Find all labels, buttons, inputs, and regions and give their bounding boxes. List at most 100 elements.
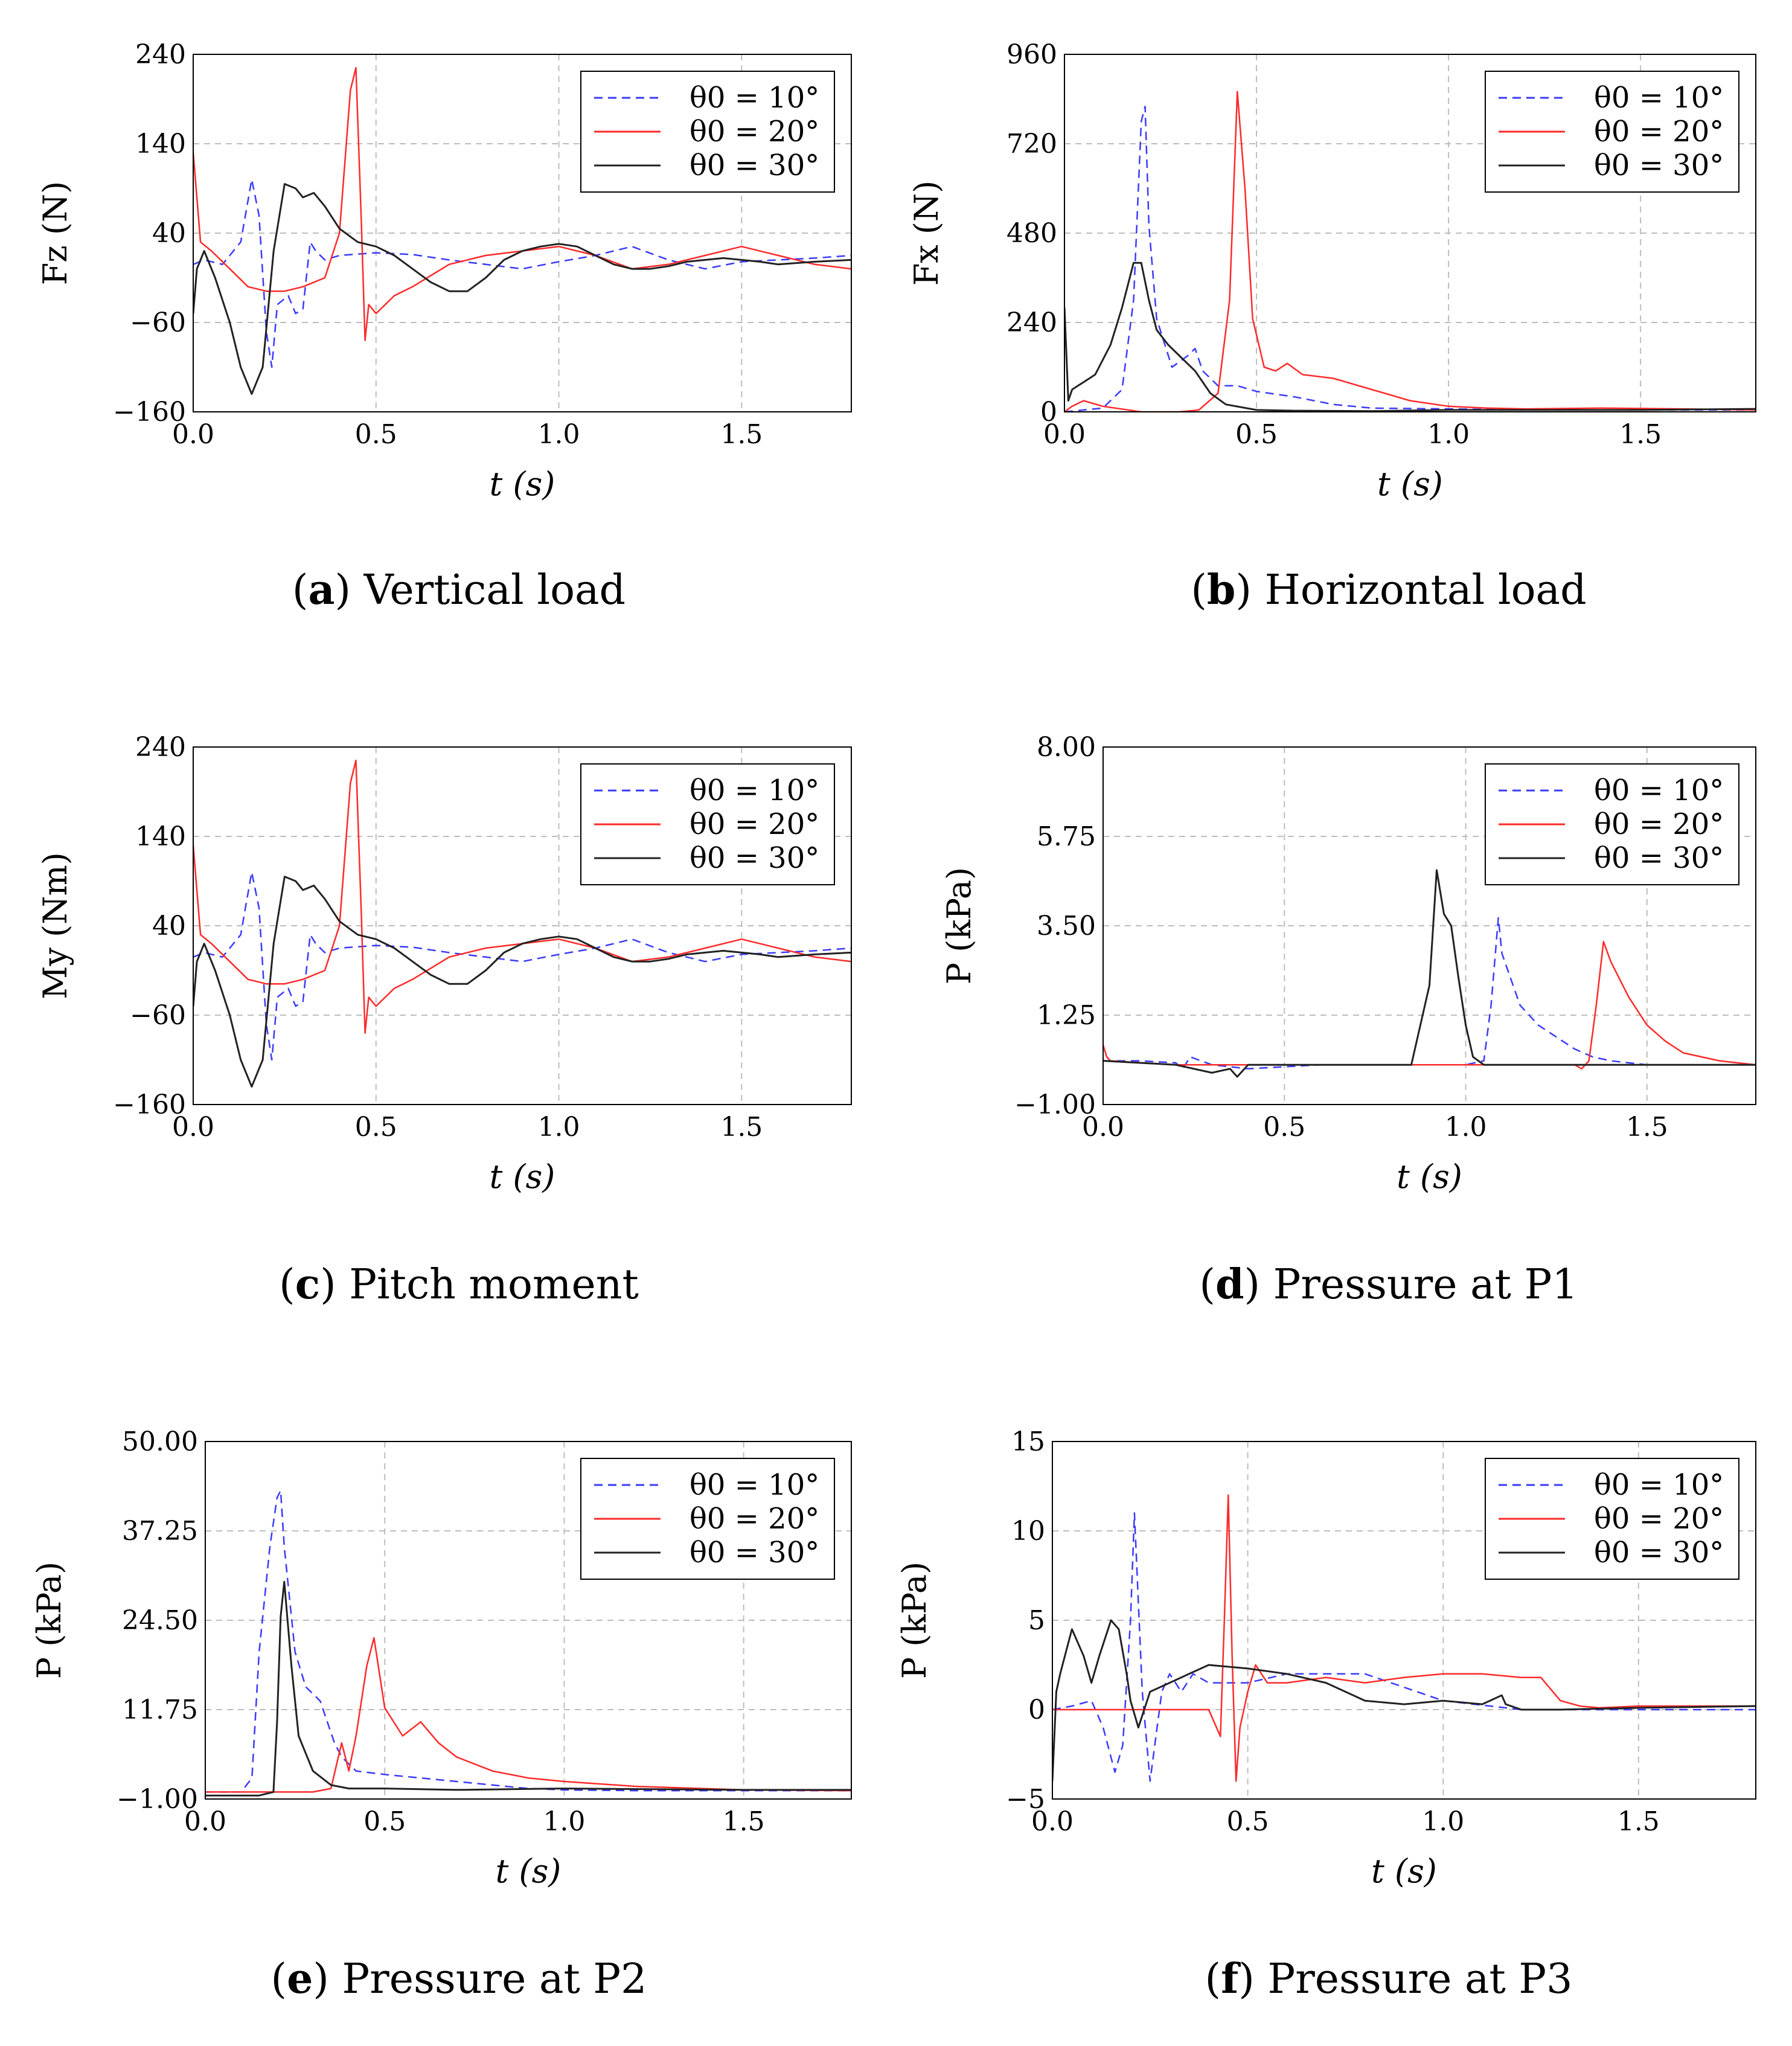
y-axis-label: P (kPa) xyxy=(940,867,978,984)
y-tick-label: 40 xyxy=(152,218,186,249)
plot-frame xyxy=(1064,54,1756,412)
caption-paren: ( xyxy=(1199,1261,1215,1309)
legend-label-theta20: θ0 = 20° xyxy=(690,1502,819,1536)
y-tick-label: 15 xyxy=(1011,1426,1045,1457)
y-tick-label: −1.00 xyxy=(117,1784,198,1815)
legend: θ0 = 10°θ0 = 20°θ0 = 30° xyxy=(1485,1458,1739,1580)
y-tick-label: 5 xyxy=(1028,1605,1045,1636)
y-tick-label: 1.25 xyxy=(1037,1000,1096,1031)
y-tick-label: 11.75 xyxy=(122,1695,198,1725)
panel-caption: (b) Horizontal load xyxy=(1191,566,1586,614)
caption-paren: ( xyxy=(1205,1955,1221,2003)
x-tick-label: 1.5 xyxy=(720,419,763,450)
plot-frame xyxy=(205,1441,852,1800)
y-tick-label: 0 xyxy=(1028,1695,1045,1725)
x-tick-label: 1.0 xyxy=(538,1112,580,1143)
x-axis-label: t (s) xyxy=(1397,1158,1462,1196)
y-tick-label: 5.75 xyxy=(1037,821,1096,852)
series-line-theta10 xyxy=(193,871,851,1061)
caption-text: ) Pressure at P2 xyxy=(313,1955,647,2003)
y-tick-label: −60 xyxy=(130,307,186,338)
legend-label-theta20: θ0 = 20° xyxy=(1594,807,1724,841)
caption-letter: b xyxy=(1207,566,1236,614)
x-axis-label: t (s) xyxy=(490,1158,555,1196)
y-tick-label: 240 xyxy=(1006,307,1057,338)
series-line-theta20 xyxy=(1064,91,1756,412)
caption-letter: d xyxy=(1215,1260,1244,1309)
legend-label-theta10: θ0 = 10° xyxy=(690,1468,819,1502)
x-tick-label: 0.0 xyxy=(1082,1112,1124,1143)
legend-label-theta10: θ0 = 10° xyxy=(1594,1468,1724,1502)
caption-paren: ( xyxy=(279,1261,295,1309)
x-tick-label: 0.5 xyxy=(355,1112,397,1143)
x-tick-label: 0.5 xyxy=(1263,1112,1305,1143)
series-line-theta30 xyxy=(1052,1619,1756,1781)
legend-label-theta30: θ0 = 30° xyxy=(690,841,819,875)
y-tick-label: −160 xyxy=(113,397,186,428)
x-tick-label: 1.0 xyxy=(1445,1112,1487,1143)
plot-frame xyxy=(1102,746,1756,1105)
legend-label-theta10: θ0 = 10° xyxy=(1594,774,1724,807)
y-tick-label: 0 xyxy=(1040,397,1057,428)
legend: θ0 = 10°θ0 = 20°θ0 = 30° xyxy=(580,1458,835,1580)
legend-label-theta30: θ0 = 30° xyxy=(690,1536,819,1570)
caption-letter: a xyxy=(308,566,334,614)
series-line-theta30 xyxy=(193,183,851,395)
panel-caption: (c) Pitch moment xyxy=(279,1260,639,1309)
chart-e: 50.00 37.25 24.50 11.75 −1.000.0 0.5 1.0 1.5 θ0 … xyxy=(30,1426,852,2003)
y-tick-label: 240 xyxy=(135,732,186,763)
chart-f: 15 10 5 0 −50.0 0.5 1.0 1.5 θ0 = 10°θ0 = 20°θ0 =… xyxy=(895,1426,1756,2003)
legend-label-theta30: θ0 = 30° xyxy=(1594,1536,1724,1570)
y-tick-label: −60 xyxy=(130,1000,186,1031)
series-line-theta10 xyxy=(1103,917,1756,1070)
y-tick-label: −5 xyxy=(1006,1784,1045,1815)
caption-text: ) Pressure at P3 xyxy=(1238,1955,1572,2003)
y-axis-label: Fx (N) xyxy=(907,181,946,286)
legend: θ0 = 10°θ0 = 20°θ0 = 30° xyxy=(1485,71,1739,193)
series-line-theta10 xyxy=(1052,1512,1756,1782)
plot-frame xyxy=(193,54,852,412)
caption-letter: f xyxy=(1221,1955,1241,2003)
caption-paren: ( xyxy=(271,1955,287,2003)
legend-label-theta20: θ0 = 20° xyxy=(690,115,819,149)
legend-label-theta10: θ0 = 10° xyxy=(690,774,819,807)
legend: θ0 = 10°θ0 = 20°θ0 = 30° xyxy=(1485,763,1739,885)
x-tick-label: 0.5 xyxy=(363,1806,406,1837)
caption-text: ) Vertical load xyxy=(335,566,626,614)
x-tick-label: 1.0 xyxy=(543,1806,585,1837)
y-tick-label: 37.25 xyxy=(122,1516,198,1547)
y-tick-label: 720 xyxy=(1006,129,1057,159)
legend-label-theta20: θ0 = 20° xyxy=(1594,115,1724,149)
panel-caption: (d) Pressure at P1 xyxy=(1199,1260,1578,1309)
y-tick-label: 8.00 xyxy=(1037,732,1096,763)
y-axis-label: Fz (N) xyxy=(36,181,74,285)
series-line-theta20 xyxy=(193,66,851,341)
caption-paren: ( xyxy=(1191,566,1207,614)
panel-caption: (e) Pressure at P2 xyxy=(271,1955,647,2003)
legend-label-theta30: θ0 = 30° xyxy=(690,149,819,182)
caption-letter: c xyxy=(295,1260,320,1309)
x-tick-label: 0.0 xyxy=(172,1112,214,1143)
y-axis-label: P (kPa) xyxy=(895,1562,933,1679)
legend-label-theta10: θ0 = 10° xyxy=(690,81,819,115)
x-tick-label: 1.5 xyxy=(1626,1112,1668,1143)
y-tick-label: 40 xyxy=(152,911,186,941)
x-tick-label: 0.5 xyxy=(1235,419,1278,450)
x-axis-label: t (s) xyxy=(1377,465,1443,503)
x-axis-label: t (s) xyxy=(496,1852,562,1890)
y-tick-label: 50.00 xyxy=(122,1426,198,1457)
series-line-theta20 xyxy=(1103,941,1756,1070)
panel-caption: (f) Pressure at P3 xyxy=(1205,1955,1573,2003)
y-tick-label: 24.50 xyxy=(122,1605,198,1636)
x-tick-label: 1.5 xyxy=(1618,1806,1660,1837)
x-tick-label: 0.0 xyxy=(172,419,214,450)
x-tick-label: 1.5 xyxy=(1619,419,1662,450)
x-tick-label: 0.5 xyxy=(355,419,397,450)
x-axis-label: t (s) xyxy=(490,465,555,503)
y-tick-label: 140 xyxy=(135,821,186,852)
chart-b: 960 720 480 240 00.0 0.5 1.0 1.5 θ0 = 10°θ0 = 20… xyxy=(907,39,1756,614)
y-tick-label: 3.50 xyxy=(1037,911,1096,941)
legend: θ0 = 10°θ0 = 20°θ0 = 30° xyxy=(580,763,835,885)
